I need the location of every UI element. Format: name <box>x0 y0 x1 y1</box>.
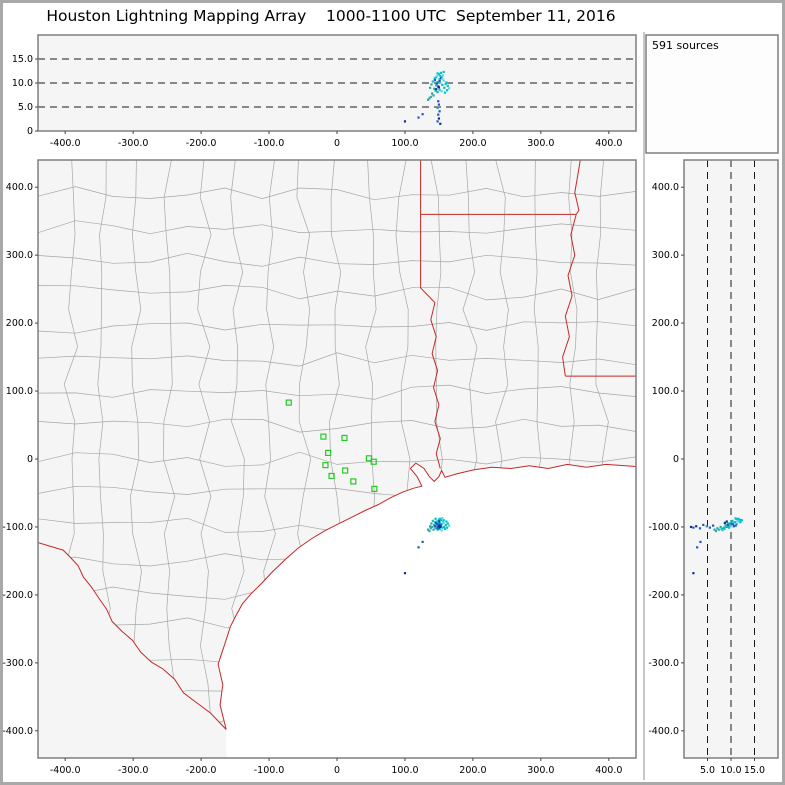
x-tick-label: -400.0 <box>50 765 81 776</box>
station-square <box>350 478 357 485</box>
border-mississippi_river <box>562 160 581 377</box>
lightning-sources-ew-alt <box>403 70 451 125</box>
y-tick-label: -400.0 <box>648 726 679 737</box>
x-tick-label: 0 <box>334 138 340 149</box>
y-tick-label: 100.0 <box>652 386 679 397</box>
y-tick-label: -300.0 <box>648 658 679 669</box>
station-square <box>325 449 332 456</box>
x-tick-label: -300.0 <box>118 138 149 149</box>
source-count-label: 591 sources <box>652 39 719 52</box>
y-tick-label: 200.0 <box>6 318 33 329</box>
axis-ticks-labels: -400.0 -400.0 -300.0 -300.0 -200.0 -200.0 -100… <box>2 54 765 776</box>
y-tick-label: 5.0 <box>18 102 33 113</box>
x-tick-label: -100.0 <box>254 138 285 149</box>
x-tick-label: -200.0 <box>186 138 217 149</box>
x-tick-label: 0 <box>334 765 340 776</box>
y-tick-label: -400.0 <box>2 726 33 737</box>
y-tick-label: 0 <box>27 126 33 137</box>
plan-view-panel <box>38 160 636 758</box>
station-square <box>370 458 377 465</box>
station-square <box>341 434 348 442</box>
x-tick-label: 400.0 <box>595 765 622 776</box>
border-coast <box>217 462 636 730</box>
y-tick-label: 0 <box>673 454 679 465</box>
y-tick-label: -200.0 <box>2 590 33 601</box>
y-tick-label: 10.0 <box>12 78 33 89</box>
station-square <box>365 455 373 462</box>
station-square <box>320 433 327 440</box>
x-tick-label: 400.0 <box>595 138 622 149</box>
y-tick-label: 200.0 <box>652 318 679 329</box>
lma-stations <box>285 399 378 492</box>
x-tick-label: 300.0 <box>527 138 554 149</box>
state-borders <box>38 160 636 730</box>
x-tick-label: 15.0 <box>744 765 765 776</box>
y-tick-label: 400.0 <box>6 182 33 193</box>
y-tick-label: -100.0 <box>648 522 679 533</box>
source-count-box <box>645 34 779 154</box>
station-square <box>322 462 329 469</box>
y-tick-label: 300.0 <box>652 250 679 261</box>
x-tick-label: -400.0 <box>50 138 81 149</box>
x-tick-label: 5.0 <box>700 765 715 776</box>
mexico-area <box>38 542 227 758</box>
y-tick-label: 100.0 <box>6 386 33 397</box>
y-tick-label: 15.0 <box>12 54 33 65</box>
station-square <box>371 485 378 492</box>
x-tick-label: 100.0 <box>391 765 418 776</box>
y-tick-label: -300.0 <box>2 658 33 669</box>
x-tick-label: -200.0 <box>186 765 217 776</box>
ew-alt-panel <box>37 34 637 132</box>
x-tick-label: 300.0 <box>527 765 554 776</box>
y-tick-label: 0 <box>27 454 33 465</box>
x-tick-label: 200.0 <box>459 138 486 149</box>
x-tick-label: -300.0 <box>118 765 149 776</box>
x-tick-label: -100.0 <box>254 765 285 776</box>
x-tick-label: 100.0 <box>391 138 418 149</box>
border-tx_la <box>420 160 441 469</box>
y-tick-label: -200.0 <box>648 590 679 601</box>
gulf-of-mexico <box>218 463 636 758</box>
y-tick-label: 400.0 <box>652 182 679 193</box>
y-tick-label: 300.0 <box>6 250 33 261</box>
x-tick-label: 10.0 <box>720 765 741 776</box>
lightning-sources-alt-ns <box>689 517 743 575</box>
alt-ns-panel <box>683 159 779 759</box>
border-rio_grande <box>38 542 227 730</box>
station-square <box>328 472 335 480</box>
lightning-sources-plan <box>403 517 451 575</box>
station-square <box>285 399 292 406</box>
page-title: Houston Lightning Mapping Array 1000-110… <box>46 7 616 25</box>
y-tick-label: -100.0 <box>2 522 33 533</box>
x-tick-label: 200.0 <box>459 765 486 776</box>
station-square <box>342 467 349 474</box>
